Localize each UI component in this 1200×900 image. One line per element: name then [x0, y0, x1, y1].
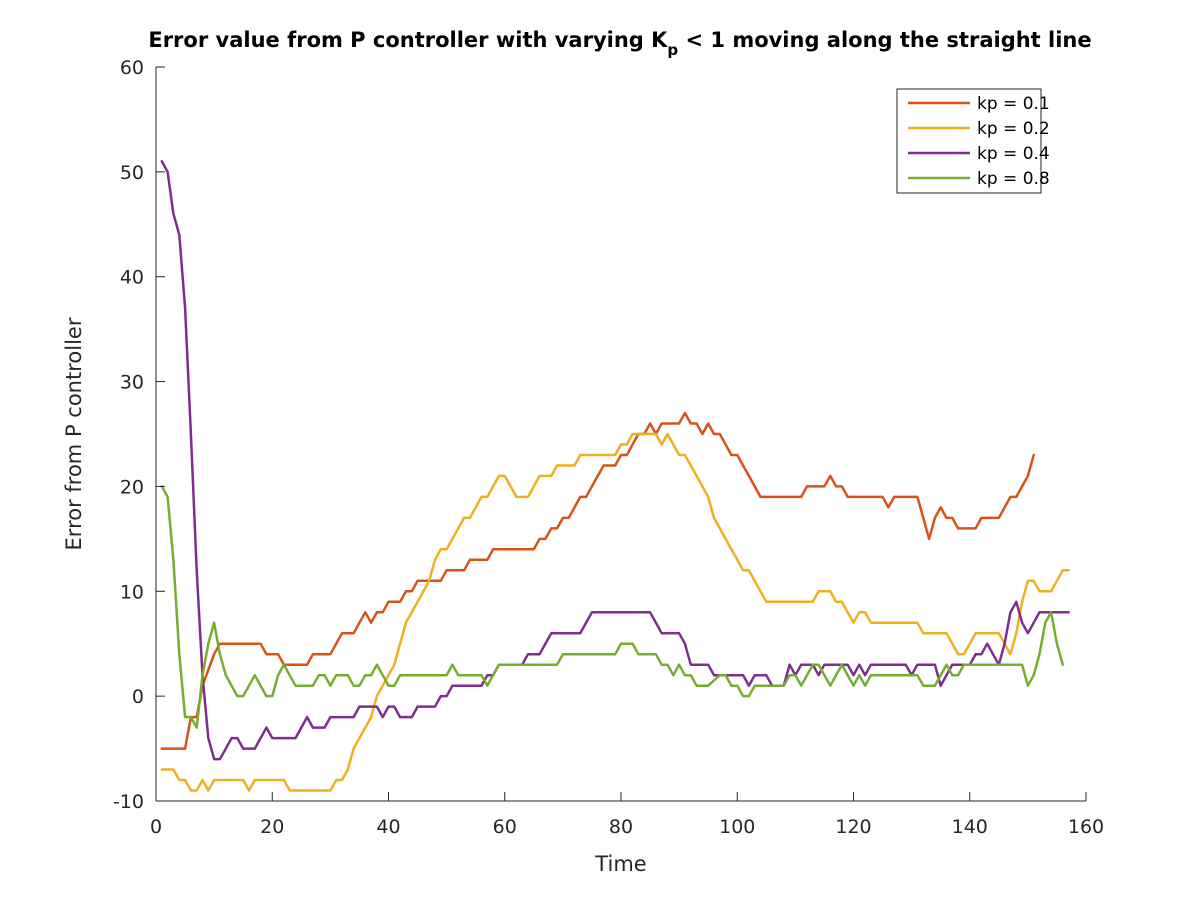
series-line-3: [160, 160, 1070, 761]
x-ticks: 0 20 40 60 80 100 120 140 160: [150, 792, 1104, 838]
series-layer: [160, 160, 1070, 792]
y-tick-label: 20: [120, 476, 144, 498]
y-axis-label: Error from P controller: [62, 317, 86, 550]
legend-label-1: kp = 0.1: [977, 94, 1050, 114]
legend-items: kp = 0.1 kp = 0.2 kp = 0.4 kp = 0.8: [908, 94, 1050, 189]
series-line-4: [160, 485, 1065, 729]
y-tick-label: -10: [113, 791, 144, 813]
chart-title: Error value from P controller with varyi…: [148, 28, 1091, 59]
x-tick-label: 120: [835, 816, 871, 838]
chart-title-subscript: p: [667, 41, 678, 59]
y-tick-label: 0: [132, 686, 144, 708]
x-tick-label: 0: [150, 816, 162, 838]
legend-box: [896, 88, 1042, 194]
chart-title-main: Error value from P controller with varyi…: [148, 28, 668, 52]
y-tick-label: 50: [120, 162, 144, 184]
chart-title-tail: < 1 moving along the straight line: [678, 28, 1091, 52]
series-line-1: [160, 411, 1035, 750]
legend-label-2: kp = 0.2: [977, 119, 1050, 139]
y-tick-label: 30: [120, 372, 144, 394]
y-ticks: -10 0 10 20 30 40 50 60: [113, 57, 165, 813]
x-tick-label: 60: [493, 816, 517, 838]
x-axis-label: Time: [594, 852, 646, 876]
series-line-2: [160, 432, 1070, 792]
legend-label-3: kp = 0.4: [977, 144, 1050, 164]
x-tick-label: 40: [376, 816, 400, 838]
x-tick-label: 100: [719, 816, 755, 838]
x-tick-label: 80: [609, 816, 633, 838]
x-tick-label: 160: [1068, 816, 1104, 838]
x-tick-label: 20: [260, 816, 284, 838]
legend-label-4: kp = 0.8: [977, 169, 1050, 189]
x-tick-label: 140: [952, 816, 988, 838]
y-tick-label: 60: [120, 57, 144, 79]
y-tick-label: 10: [120, 581, 144, 603]
y-tick-label: 40: [120, 267, 144, 289]
legend: kp = 0.1 kp = 0.2 kp = 0.4 kp = 0.8: [896, 88, 1050, 194]
